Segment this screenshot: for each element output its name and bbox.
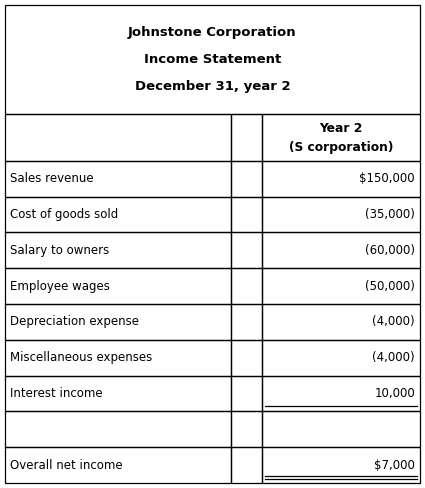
Bar [231,197,262,232]
Text: Overall net income: Overall net income [10,459,123,471]
Bar [5,161,231,197]
Bar [231,447,262,483]
Bar [5,268,231,304]
Bar [231,376,262,411]
Text: $150,000: $150,000 [360,172,415,185]
Text: Interest income: Interest income [10,387,102,400]
Bar [231,232,262,268]
Bar [262,447,420,483]
Text: Income Statement: Income Statement [144,53,281,66]
Text: 10,000: 10,000 [374,387,415,400]
Bar [5,447,231,483]
Text: Depreciation expense: Depreciation expense [10,315,139,328]
Text: (4,000): (4,000) [372,315,415,328]
Bar [5,232,231,268]
Text: Year 2: Year 2 [320,122,363,135]
Text: December 31, year 2: December 31, year 2 [135,80,290,93]
Text: Salary to owners: Salary to owners [10,244,109,257]
Bar [231,161,262,197]
Bar [231,304,262,340]
Text: Sales revenue: Sales revenue [10,172,94,185]
Bar [231,411,262,447]
Text: (50,000): (50,000) [365,280,415,293]
Text: Cost of goods sold: Cost of goods sold [10,208,118,221]
Bar [231,114,262,161]
Bar [262,197,420,232]
Bar [262,114,420,161]
Bar [5,340,231,376]
Bar [231,268,262,304]
Text: Miscellaneous expenses: Miscellaneous expenses [10,351,152,364]
Text: (35,000): (35,000) [365,208,415,221]
Text: Johnstone Corporation: Johnstone Corporation [128,26,297,39]
Bar [231,340,262,376]
Bar [5,376,231,411]
Bar [262,232,420,268]
Bar [262,411,420,447]
Text: Employee wages: Employee wages [10,280,110,293]
Text: (S corporation): (S corporation) [289,141,393,154]
Bar [262,161,420,197]
Bar [5,304,231,340]
Text: (60,000): (60,000) [365,244,415,257]
Bar [5,5,420,114]
Text: $7,000: $7,000 [374,459,415,471]
Bar [5,197,231,232]
Bar [262,340,420,376]
Bar [5,114,231,161]
Bar [262,268,420,304]
Bar [262,304,420,340]
Bar [262,376,420,411]
Text: (4,000): (4,000) [372,351,415,364]
Bar [5,411,231,447]
